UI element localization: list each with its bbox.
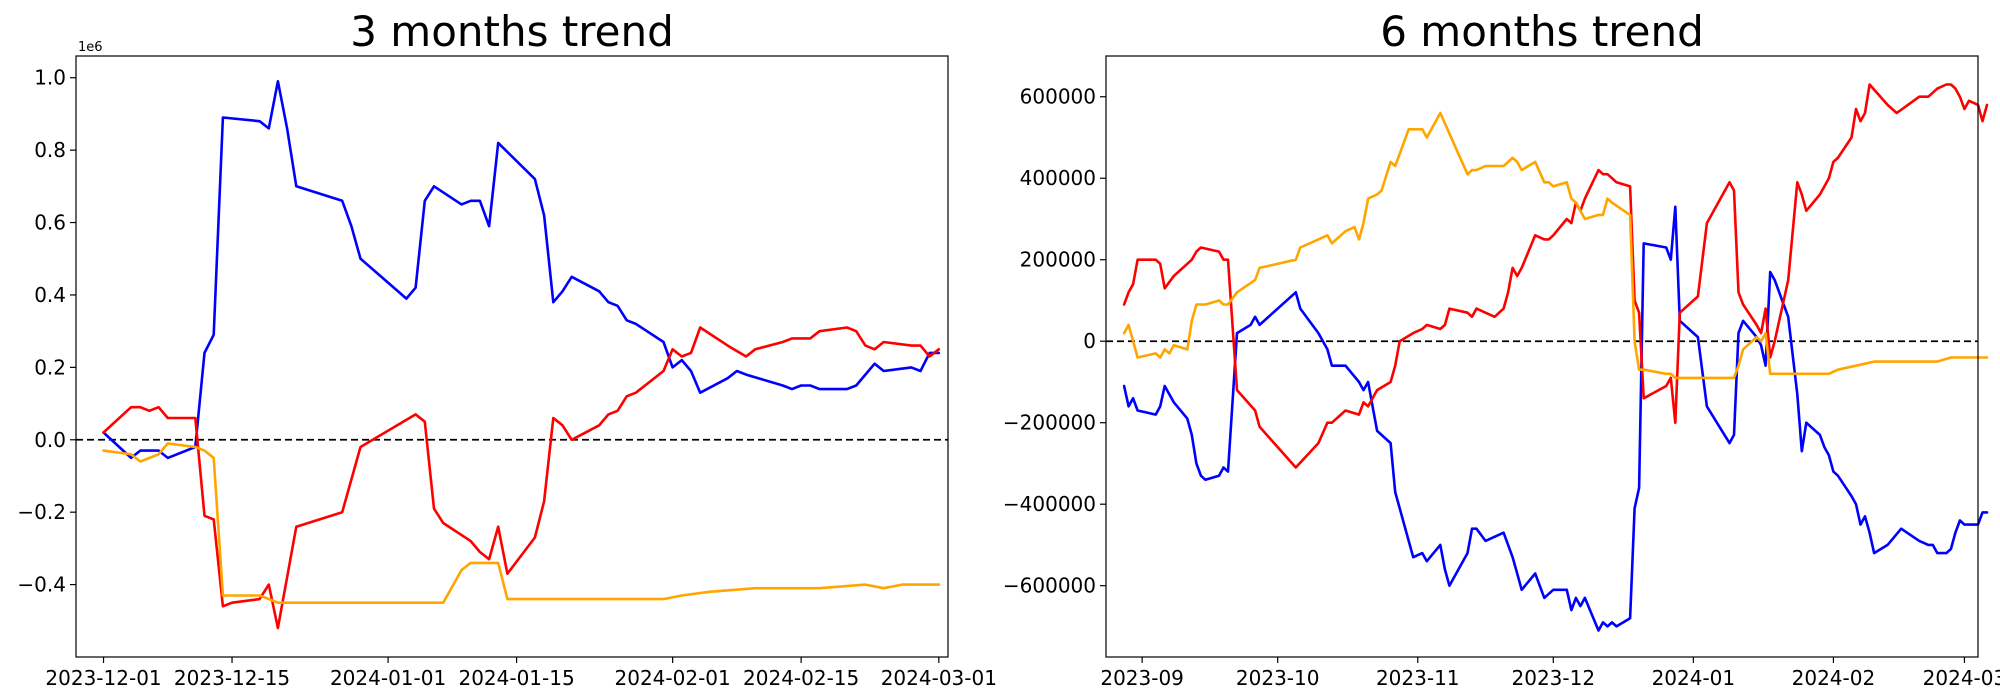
y-tick-label: 0.2	[34, 355, 66, 379]
x-tick-label: 2024-01	[1652, 666, 1736, 690]
y-tick-label: −0.4	[17, 573, 66, 597]
y-tick-label: −600000	[1003, 574, 1096, 598]
x-tick-label: 2024-01-01	[330, 666, 446, 690]
x-tick-label: 2024-02	[1792, 666, 1876, 690]
x-tick-label: 2023-11	[1376, 666, 1460, 690]
axis-ticks-6-months: 2023-09 2023-10 2023-11 2023-12 2024-01 2024-…	[1003, 85, 2000, 690]
chart-title-3-months: 3 months trend	[350, 7, 674, 56]
x-tick-label: 2023-09	[1100, 666, 1184, 690]
chart-panel-3-months: 3 months trend 1e6 2023-12-01 2023-12-15 2…	[17, 7, 997, 690]
plot-frame-3-months	[75, 55, 949, 658]
x-tick-label: 2024-02-01	[615, 666, 731, 690]
y-tick-label: 0.4	[34, 283, 66, 307]
plot-frame-6-months	[1105, 55, 1979, 658]
y-tick-label: 600000	[1020, 85, 1096, 109]
y-axis-offset-label: 1e6	[78, 40, 103, 55]
y-tick-label: 1.0	[34, 66, 66, 90]
y-tick-label: −200000	[1003, 411, 1096, 435]
x-tick-label: 2023-10	[1236, 666, 1320, 690]
series-line-3	[1122, 111, 1989, 380]
y-tick-label: 0.0	[34, 428, 66, 452]
series-lines-3-months	[102, 80, 941, 630]
y-tick-label: 0.6	[34, 211, 66, 235]
chart-title-6-months: 6 months trend	[1380, 7, 1704, 56]
y-tick-label: 200000	[1020, 248, 1096, 272]
x-tick-label: 2024-03-01	[881, 666, 997, 690]
series-line-1	[1122, 205, 1989, 632]
y-tick-label: 400000	[1020, 166, 1096, 190]
y-tick-label: 0	[1083, 329, 1096, 353]
y-tick-label: −400000	[1003, 492, 1096, 516]
series-line-1	[102, 80, 941, 460]
x-tick-label: 2024-01-15	[458, 666, 574, 690]
x-tick-label: 2023-12	[1512, 666, 1596, 690]
series-line-2	[1122, 83, 1989, 469]
chart-panel-6-months: 6 months trend 2023-09 2023-10 2023-11 2023…	[1003, 7, 2000, 690]
y-tick-label: 0.8	[34, 138, 66, 162]
axis-ticks-3-months: 2023-12-01 2023-12-15 2024-01-01 2024-01-15…	[17, 66, 997, 690]
series-line-2	[102, 326, 941, 630]
series-line-3	[102, 442, 941, 605]
series-lines-6-months	[1122, 83, 1989, 632]
y-tick-label: −0.2	[17, 500, 66, 524]
x-tick-label: 2023-12-15	[174, 666, 290, 690]
x-tick-label: 2024-02-15	[743, 666, 859, 690]
x-tick-label: 2024-03	[1923, 666, 2000, 690]
x-tick-label: 2023-12-01	[45, 666, 161, 690]
